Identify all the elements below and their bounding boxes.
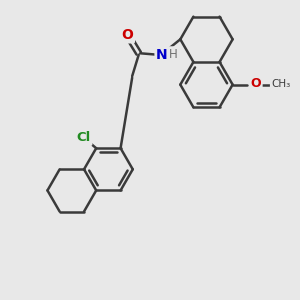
- Text: O: O: [250, 76, 261, 90]
- Text: CH₃: CH₃: [271, 79, 290, 89]
- Text: H: H: [169, 48, 178, 61]
- Text: N: N: [156, 48, 168, 62]
- Text: O: O: [122, 28, 133, 42]
- Text: Cl: Cl: [76, 131, 91, 144]
